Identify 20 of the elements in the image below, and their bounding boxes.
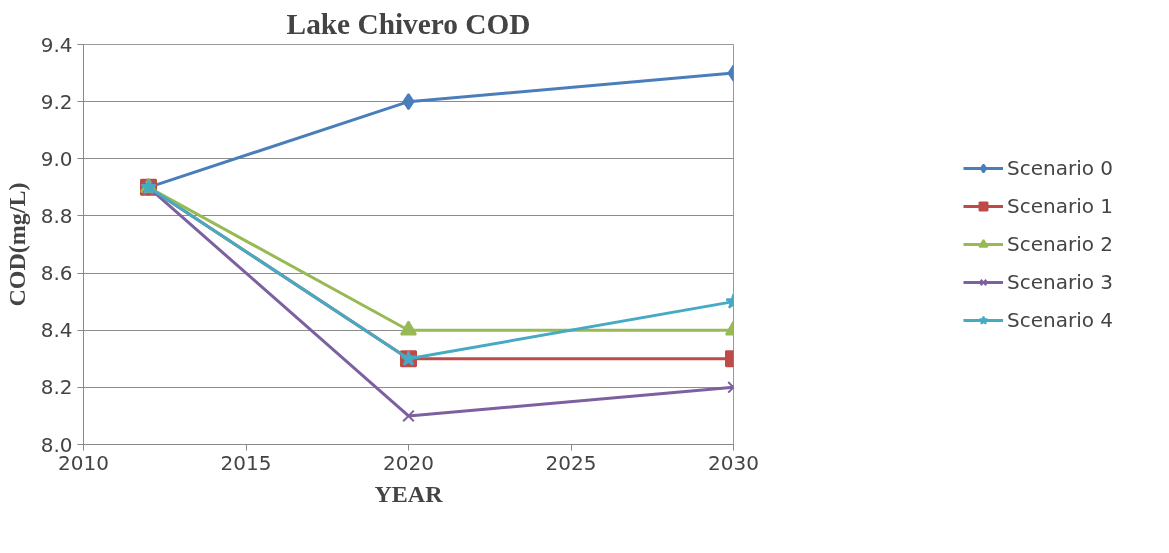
legend-label: Scenario 2 bbox=[1006, 232, 1114, 256]
legend-label: Scenario 0 bbox=[1006, 156, 1114, 180]
x-tick-label: 2020 bbox=[383, 450, 434, 475]
x-tick-label: 2025 bbox=[545, 450, 597, 475]
y-tick-label: 9.4 bbox=[40, 32, 73, 57]
x-axis-title: YEAR bbox=[374, 480, 444, 507]
y-tick-label: 8.6 bbox=[40, 261, 73, 286]
x-tick-label: 2015 bbox=[220, 450, 272, 475]
chart-title: Lake Chivero COD bbox=[286, 7, 531, 40]
y-tick-label: 8.8 bbox=[40, 203, 73, 228]
legend-label: Scenario 1 bbox=[1006, 194, 1114, 218]
y-tick-label: 8.4 bbox=[40, 318, 73, 343]
x-tick-label: 2030 bbox=[708, 450, 759, 475]
y-tick-label: 9.0 bbox=[40, 146, 73, 171]
legend-label: Scenario 3 bbox=[1006, 270, 1114, 294]
y-tick-label: 9.2 bbox=[40, 89, 73, 114]
y-axis-title: COD(mg/L) bbox=[3, 182, 30, 307]
y-tick-label: 8.0 bbox=[40, 432, 73, 457]
legend-label: Scenario 4 bbox=[1006, 308, 1114, 332]
y-tick-label: 8.2 bbox=[40, 375, 73, 400]
